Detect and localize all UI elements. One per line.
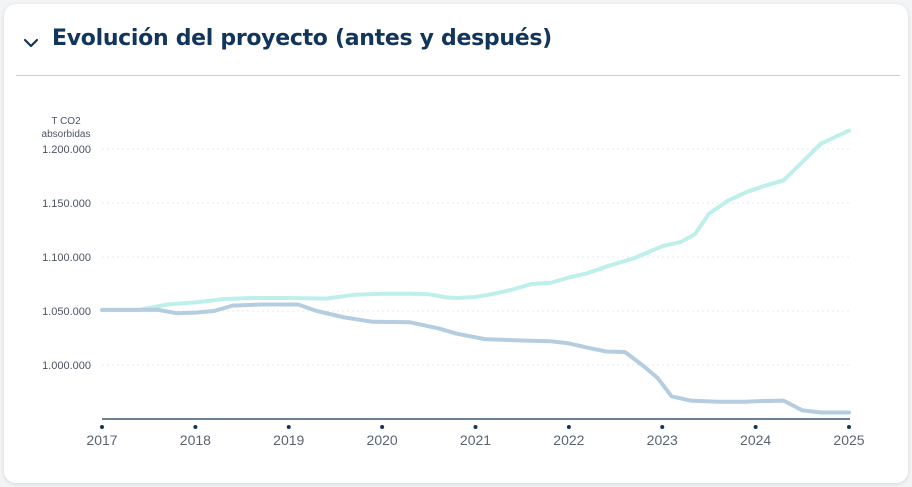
y-tick-label: 1.100.000 [42,252,91,264]
x-tick-marker [660,425,665,429]
x-tick-label: 2018 [180,432,211,448]
x-tick-marker [847,425,851,429]
x-tick-marker [286,425,291,429]
y-axis-label-line-2: absorbidas [42,129,91,140]
x-tick-marker [566,425,571,429]
x-tick-label: 2017 [86,432,117,448]
x-tick-label: 2023 [647,432,678,448]
header-divider [16,75,900,76]
x-tick-label: 2021 [460,432,491,448]
x-tick-marker [753,425,758,429]
series-line-2 [100,302,851,415]
x-tick-marker [193,425,198,429]
grid-lines [102,148,849,366]
y-axis: T CO2 absorbidas 1.000.000 1.050.000 1.100… [42,116,91,372]
x-tick-marker [473,425,478,429]
y-axis-label-line-1: T CO2 [51,116,81,127]
chart-card: Evolución del proyecto (antes y después) [4,4,908,483]
chevron-down-icon[interactable] [20,32,42,54]
x-axis: 2017 2018 2019 2020 2021 2022 2023 2024 2025 [86,418,865,448]
card-header[interactable]: Evolución del proyecto (antes y después) [4,4,908,76]
x-tick-marker [100,425,104,429]
x-tick-label: 2020 [367,432,398,448]
card-title: Evolución del proyecto (antes y después) [52,26,552,51]
x-tick-label: 2022 [553,432,584,448]
y-tick-label: 1.050.000 [42,306,91,318]
y-tick-label: 1.200.000 [42,144,91,156]
x-tick-label: 2019 [273,432,304,448]
series-line-1 [100,128,851,312]
x-tick-label: 2024 [740,432,771,448]
y-tick-label: 1.150.000 [42,198,91,210]
x-tick-marker [380,425,385,429]
y-tick-label: 1.000.000 [42,360,91,372]
x-tick-label: 2025 [833,432,864,448]
series-lines [100,128,851,415]
